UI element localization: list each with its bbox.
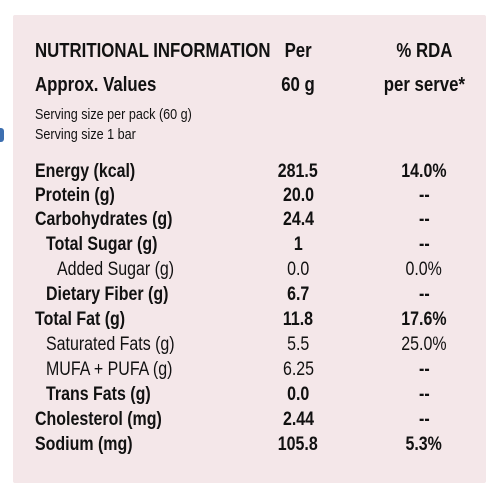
nutrient-name: Total Fat (g) xyxy=(35,309,126,330)
nutrient-name: Carbohydrates (g) xyxy=(35,209,173,230)
nutrient-value: 2.44 xyxy=(282,409,314,430)
nutrient-rda: 5.3% xyxy=(405,434,443,455)
nutrient-name: Trans Fats (g) xyxy=(46,384,151,405)
nutrient-name: Protein (g) xyxy=(35,185,115,206)
nutrient-name: Sodium (mg) xyxy=(35,434,133,455)
nutrient-rda: -- xyxy=(418,234,430,255)
edge-marker xyxy=(0,128,4,142)
serving-size-bar: Serving size 1 bar xyxy=(35,126,136,143)
nutrient-value: 6.7 xyxy=(286,284,310,305)
nutrient-rda: -- xyxy=(418,284,430,305)
nutrient-name: Added Sugar (g) xyxy=(57,259,175,280)
nutrient-rda: 14.0% xyxy=(401,161,447,182)
nutrient-name: Total Sugar (g) xyxy=(46,234,158,255)
nutrient-rda: 25.0% xyxy=(401,334,447,355)
nutrient-value: 0.0 xyxy=(286,384,310,405)
nutrient-value: 105.8 xyxy=(278,434,318,455)
nutrient-rda: -- xyxy=(418,359,430,380)
nutrient-value: 281.5 xyxy=(278,161,318,182)
nutrient-name: Saturated Fats (g) xyxy=(46,334,175,355)
nutrient-value: 6.25 xyxy=(282,359,314,380)
nutrient-rda: -- xyxy=(418,409,430,430)
nutrient-rda: 17.6% xyxy=(401,309,447,330)
nutrient-value: 1 xyxy=(293,234,303,255)
nutrient-name: Dietary Fiber (g) xyxy=(46,284,169,305)
nutrient-value: 24.4 xyxy=(282,209,314,230)
per-header: Per xyxy=(284,40,312,62)
per-amount-header: 60 g xyxy=(281,74,315,96)
nutrient-name: Cholesterol (mg) xyxy=(35,409,162,430)
approx-values-label: Approx. Values xyxy=(35,74,157,96)
serving-size-pack: Serving size per pack (60 g) xyxy=(35,106,192,123)
nutrient-rda: -- xyxy=(418,185,430,206)
nutrient-rda: 0.0% xyxy=(405,259,443,280)
nutrient-value: 5.5 xyxy=(286,334,310,355)
table-title: NUTRITIONAL INFORMATION xyxy=(35,40,271,62)
nutrient-rda: -- xyxy=(418,384,430,405)
nutrient-name: MUFA + PUFA (g) xyxy=(46,359,173,380)
rda-sub-header: per serve* xyxy=(383,74,465,96)
nutrient-value: 0.0 xyxy=(286,259,310,280)
nutrient-value: 20.0 xyxy=(282,185,314,206)
nutrient-name: Energy (kcal) xyxy=(35,161,136,182)
nutrient-rda: -- xyxy=(418,209,430,230)
nutrient-value: 11.8 xyxy=(282,309,314,330)
nutrition-panel xyxy=(13,15,486,483)
rda-header: % RDA xyxy=(395,40,452,62)
